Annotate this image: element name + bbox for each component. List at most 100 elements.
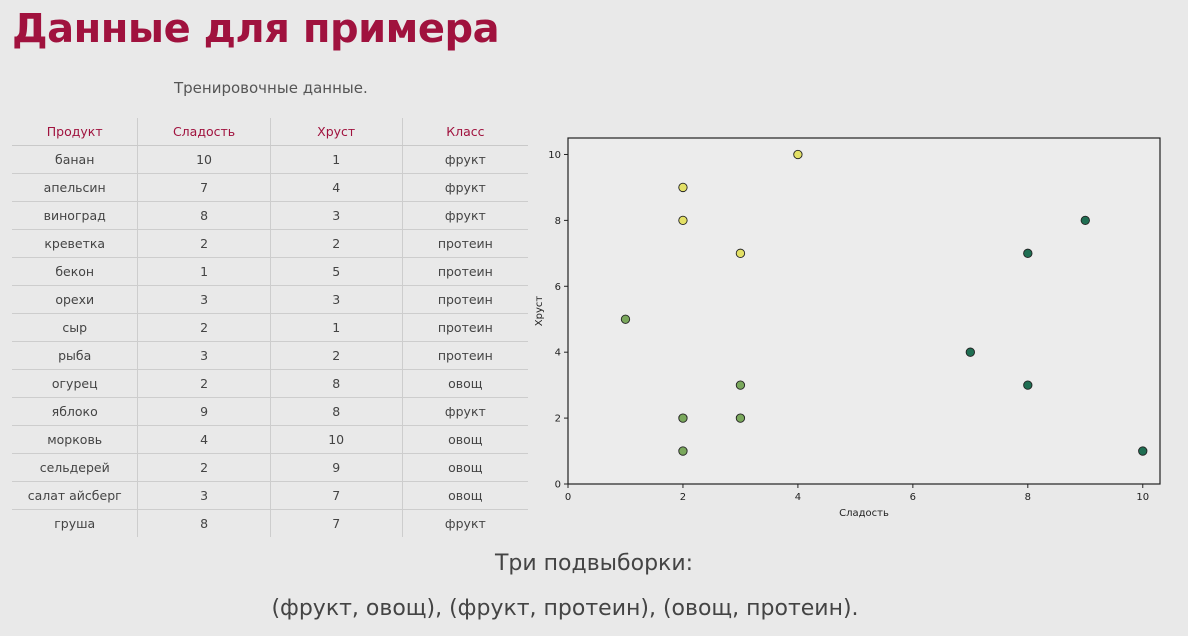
cell-crunch: 8: [269, 369, 403, 398]
data-point: [678, 413, 688, 423]
data-point: [678, 446, 688, 456]
cell-class: протеин: [401, 285, 528, 314]
y-tick-label: 8: [555, 216, 561, 227]
cell-class: овощ: [401, 425, 528, 454]
data-point: [735, 413, 746, 423]
cell-class: фрукт: [401, 509, 528, 537]
cell-class: протеин: [401, 229, 528, 258]
cell-crunch: 2: [269, 341, 403, 370]
cell-product: яблоко: [12, 397, 138, 426]
y-tick-label: 6: [555, 282, 561, 293]
cell-sweetness: 7: [137, 173, 271, 202]
table-row: орехи 3 3 протеин: [12, 285, 528, 314]
cell-class: фрукт: [401, 201, 528, 230]
table-row: груша 8 7 фрукт: [12, 509, 528, 537]
data-point: [620, 314, 631, 324]
table-row: морковь 4 10 овощ: [12, 425, 528, 454]
cell-crunch: 5: [269, 257, 403, 286]
cell-sweetness: 9: [137, 397, 271, 426]
cell-sweetness: 10: [137, 145, 271, 174]
table-row: банан 10 1 фрукт: [12, 145, 528, 174]
cell-class: овощ: [401, 369, 528, 398]
cell-crunch: 8: [269, 397, 403, 426]
cell-sweetness: 2: [137, 229, 271, 258]
cell-sweetness: 3: [137, 341, 271, 370]
table-row: огурец 2 8 овощ: [12, 369, 528, 398]
cell-sweetness: 2: [137, 313, 271, 342]
training-data-table: Продукт Сладость Хруст Класс банан 10 1 фру…: [12, 118, 528, 537]
y-axis-label: Хруст: [534, 296, 545, 327]
table-row: креветка 2 2 протеин: [12, 229, 528, 258]
cell-sweetness: 3: [137, 481, 271, 510]
cell-crunch: 9: [269, 453, 403, 482]
cell-crunch: 7: [269, 509, 403, 537]
table-row: сыр 2 1 протеин: [12, 313, 528, 342]
header-product: Продукт: [12, 118, 138, 146]
cell-product: груша: [54, 516, 96, 531]
subsample-pairs: (фрукт, овощ), (фрукт, протеин), (овощ, …: [271, 596, 859, 621]
data-point: [1023, 248, 1033, 258]
cell-class: фрукт: [401, 397, 528, 426]
table-body: банан 10 1 фрукт апельсин 7 4 фрукт виноград 8 3 фр…: [12, 145, 528, 537]
header-crunch: Хруст: [269, 118, 403, 146]
x-tick-label: 0: [565, 492, 571, 503]
y-tick-label: 10: [548, 150, 561, 161]
data-point: [1023, 380, 1033, 390]
cell-class: протеин: [401, 313, 528, 342]
data-point: [965, 347, 975, 357]
cell-product: апельсин: [12, 173, 138, 202]
cell-class: фрукт: [401, 173, 528, 202]
slide-title: Данные для примера: [12, 6, 500, 52]
data-point: [793, 149, 803, 160]
cell-class: протеин: [401, 341, 528, 370]
cell-product: бекон: [12, 257, 138, 286]
y-tick-label: 4: [555, 348, 561, 359]
data-point: [1080, 215, 1090, 226]
cell-product: салат айсберг: [12, 481, 138, 510]
cell-product: виноград: [12, 201, 138, 230]
cell-sweetness: 1: [137, 257, 271, 286]
cell-sweetness: 3: [137, 285, 271, 314]
cell-product: рыба: [12, 341, 138, 370]
y-tick-label: 0: [555, 480, 561, 491]
y-tick-label: 2: [555, 414, 561, 425]
cell-crunch: 10: [269, 425, 403, 454]
data-point: [678, 182, 688, 193]
cell-class: фрукт: [401, 145, 528, 174]
cell-sweetness: 2: [137, 369, 271, 398]
cell-crunch: 7: [269, 481, 403, 510]
cell-sweetness: 2: [137, 453, 271, 482]
data-point: [678, 215, 688, 226]
cell-crunch: 3: [269, 201, 403, 230]
x-tick-label: 8: [1025, 492, 1031, 503]
header-sweetness: Сладость: [137, 118, 271, 146]
table-row: яблоко 9 8 фрукт: [12, 397, 528, 426]
table-caption: Тренировочные данные.: [174, 79, 368, 97]
cell-product: огурец: [12, 369, 138, 398]
header-class: Класс: [401, 118, 528, 146]
x-tick-label: 10: [1136, 492, 1149, 503]
table-row: салат айсберг 3 7 овощ: [12, 481, 528, 510]
table-row: виноград 8 3 фрукт: [12, 201, 528, 230]
plot-frame: [567, 137, 1161, 485]
subsamples-heading: Три подвыборки:: [494, 551, 694, 576]
cell-product: морковь: [12, 425, 138, 454]
table-row: рыба 3 2 протеин: [12, 341, 528, 370]
cell-class: овощ: [401, 453, 528, 482]
cell-class: протеин: [401, 257, 528, 286]
data-point: [735, 380, 746, 390]
cell-crunch: 2: [269, 229, 403, 258]
cell-product: сельдерей: [12, 453, 138, 482]
data-point: [1138, 446, 1148, 456]
x-tick-label: 4: [795, 492, 801, 503]
cell-crunch: 1: [269, 313, 403, 342]
cell-product: сыр: [12, 313, 138, 342]
data-point: [735, 248, 746, 258]
scatter-chart: 0 2 4 6 8 10 0 2 4 6 8 10 Сладость Хруст: [534, 137, 1161, 519]
cell-sweetness: 8: [137, 509, 271, 537]
x-tick-label: 2: [680, 492, 686, 503]
table-row: сельдерей 2 9 овощ: [12, 453, 528, 482]
cell-product: банан: [12, 145, 138, 174]
cell-product: орехи: [12, 285, 138, 314]
table-row: бекон 1 5 протеин: [12, 257, 528, 286]
